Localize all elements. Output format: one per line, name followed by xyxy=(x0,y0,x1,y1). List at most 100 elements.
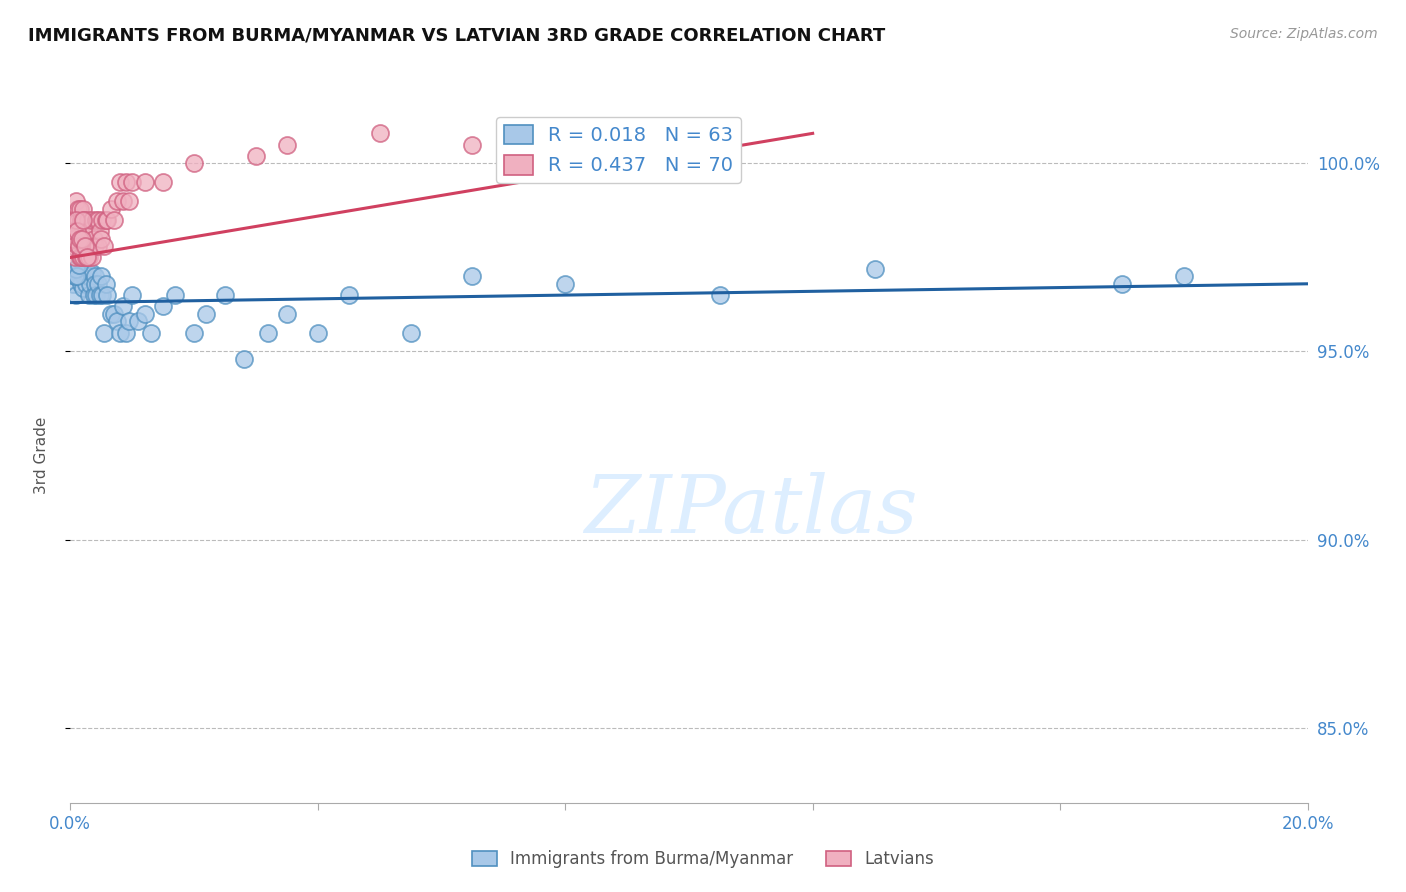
Point xyxy=(77,288,100,302)
Point xyxy=(307,326,329,340)
Point xyxy=(96,212,118,227)
Point xyxy=(79,277,101,291)
Point xyxy=(69,232,91,246)
Point xyxy=(62,239,84,253)
Point xyxy=(76,239,98,253)
Text: Source: ZipAtlas.com: Source: ZipAtlas.com xyxy=(1230,27,1378,41)
Point xyxy=(84,277,107,291)
Legend: Immigrants from Burma/Myanmar, Latvians: Immigrants from Burma/Myanmar, Latvians xyxy=(465,844,941,875)
Point xyxy=(863,261,886,276)
Point xyxy=(103,212,125,227)
Point xyxy=(96,288,118,302)
Point xyxy=(63,269,86,284)
Point xyxy=(75,251,97,265)
Point xyxy=(84,288,107,302)
Point xyxy=(523,127,546,141)
Point xyxy=(62,232,84,246)
Point xyxy=(461,137,484,152)
Point xyxy=(75,224,97,238)
Point xyxy=(63,224,86,238)
Text: IMMIGRANTS FROM BURMA/MYANMAR VS LATVIAN 3RD GRADE CORRELATION CHART: IMMIGRANTS FROM BURMA/MYANMAR VS LATVIAN… xyxy=(28,27,886,45)
Point xyxy=(84,212,107,227)
Point xyxy=(108,326,131,340)
Point xyxy=(70,232,93,246)
Point xyxy=(111,299,134,313)
Point xyxy=(77,269,100,284)
Point xyxy=(76,251,98,265)
Point xyxy=(67,239,90,253)
Y-axis label: 3rd Grade: 3rd Grade xyxy=(35,417,49,493)
Point xyxy=(62,277,84,291)
Point xyxy=(67,202,90,216)
Point xyxy=(76,212,98,227)
Point xyxy=(65,194,87,208)
Point xyxy=(96,277,118,291)
Point xyxy=(89,288,111,302)
Point xyxy=(69,269,91,284)
Point xyxy=(72,212,94,227)
Point xyxy=(195,307,218,321)
Point xyxy=(121,288,143,302)
Point xyxy=(87,239,110,253)
Point xyxy=(134,175,156,189)
Point xyxy=(65,269,87,284)
Point xyxy=(115,175,138,189)
Point xyxy=(87,277,110,291)
Point xyxy=(66,224,89,238)
Point xyxy=(276,137,298,152)
Point xyxy=(337,288,360,302)
Point xyxy=(80,266,103,280)
Point xyxy=(152,175,174,189)
Point xyxy=(80,251,103,265)
Point xyxy=(80,212,103,227)
Point xyxy=(115,326,138,340)
Point xyxy=(93,239,115,253)
Point xyxy=(183,156,205,170)
Point xyxy=(257,326,280,340)
Point xyxy=(103,307,125,321)
Point xyxy=(83,288,105,302)
Point xyxy=(93,326,115,340)
Point xyxy=(461,269,484,284)
Point xyxy=(66,269,89,284)
Point xyxy=(183,326,205,340)
Point xyxy=(65,251,87,265)
Point xyxy=(73,212,96,227)
Point xyxy=(1111,277,1133,291)
Point xyxy=(554,277,576,291)
Point xyxy=(63,224,86,238)
Point xyxy=(76,269,98,284)
Point xyxy=(69,232,91,246)
Point xyxy=(66,239,89,253)
Point xyxy=(69,277,91,291)
Point xyxy=(65,261,87,276)
Point xyxy=(70,251,93,265)
Point xyxy=(65,288,87,302)
Point xyxy=(70,212,93,227)
Point xyxy=(65,212,87,227)
Point xyxy=(105,194,128,208)
Point xyxy=(62,212,84,227)
Point xyxy=(66,212,89,227)
Point xyxy=(65,212,87,227)
Point xyxy=(67,232,90,246)
Text: ZIPatlas: ZIPatlas xyxy=(583,472,918,549)
Point xyxy=(1173,269,1195,284)
Point xyxy=(108,175,131,189)
Point xyxy=(139,326,162,340)
Point xyxy=(77,224,100,238)
Point xyxy=(69,202,91,216)
Point xyxy=(118,314,141,328)
Point xyxy=(72,232,94,246)
Point xyxy=(72,280,94,294)
Point xyxy=(152,299,174,313)
Point xyxy=(73,269,96,284)
Point xyxy=(127,314,149,328)
Legend: R = 0.018   N = 63, R = 0.437   N = 70: R = 0.018 N = 63, R = 0.437 N = 70 xyxy=(496,117,741,183)
Point xyxy=(69,251,91,265)
Point xyxy=(90,232,112,246)
Point xyxy=(69,224,91,238)
Point xyxy=(84,269,107,284)
Point xyxy=(105,314,128,328)
Point xyxy=(60,212,83,227)
